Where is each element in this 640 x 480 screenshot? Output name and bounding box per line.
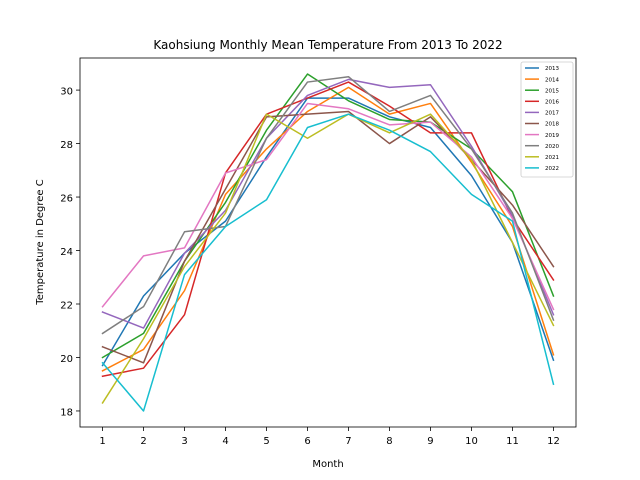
y-tick-label: 28 <box>60 140 73 151</box>
y-tick-label: 26 <box>60 194 73 205</box>
y-tick-label: 20 <box>60 354 73 365</box>
chart-title: Kaohsiung Monthly Mean Temperature From … <box>153 38 502 52</box>
series-line-2021 <box>101 113 555 404</box>
x-tick-label: 5 <box>263 436 269 447</box>
series-line-2016 <box>101 81 555 378</box>
x-tick-label: 1 <box>99 436 105 447</box>
series-line-2013 <box>101 97 555 367</box>
legend: 2013 2014 2015 2016 2017 2018 2019 2020 2021 2022 <box>520 61 574 178</box>
legend-label-2013: 2013 <box>545 66 559 72</box>
x-axis-label: Month <box>312 459 343 470</box>
legend-label-2021: 2021 <box>545 155 559 161</box>
x-tick-label: 4 <box>222 436 228 447</box>
series-line-2015 <box>101 73 555 359</box>
plot-area <box>101 73 555 412</box>
x-tick-label: 12 <box>547 436 560 447</box>
x-tick-label: 11 <box>506 436 519 447</box>
legend-label-2014: 2014 <box>545 77 559 83</box>
x-axis: 1 2 3 4 5 6 7 8 9 10 11 12 <box>99 427 560 447</box>
x-tick-label: 10 <box>465 436 478 447</box>
y-tick-label: 30 <box>60 87 73 98</box>
x-tick-label: 9 <box>427 436 433 447</box>
series-line-2019 <box>101 102 555 311</box>
legend-label-2015: 2015 <box>545 88 559 94</box>
series-line-2017 <box>101 78 555 329</box>
legend-label-2016: 2016 <box>545 100 559 106</box>
y-axis-label: Temperature in Degree C <box>35 179 46 305</box>
legend-label-2017: 2017 <box>545 111 559 117</box>
x-tick-label: 7 <box>345 436 351 447</box>
plot-frame <box>79 57 577 428</box>
y-axis: 18 20 22 24 26 28 30 <box>60 87 80 418</box>
y-tick-label: 24 <box>60 247 73 258</box>
x-tick-label: 8 <box>386 436 392 447</box>
y-tick-label: 22 <box>60 301 73 312</box>
legend-label-2019: 2019 <box>545 133 559 139</box>
legend-label-2022: 2022 <box>545 166 559 172</box>
legend-label-2020: 2020 <box>545 144 559 150</box>
series-line-2022 <box>101 113 555 412</box>
series-line-2020 <box>101 75 555 335</box>
y-tick-label: 18 <box>60 407 73 418</box>
x-tick-label: 6 <box>304 436 310 447</box>
legend-label-2018: 2018 <box>545 122 559 128</box>
series-line-2014 <box>101 86 555 372</box>
x-tick-label: 3 <box>181 436 187 447</box>
x-tick-label: 2 <box>140 436 146 447</box>
series-line-2018 <box>101 110 555 364</box>
